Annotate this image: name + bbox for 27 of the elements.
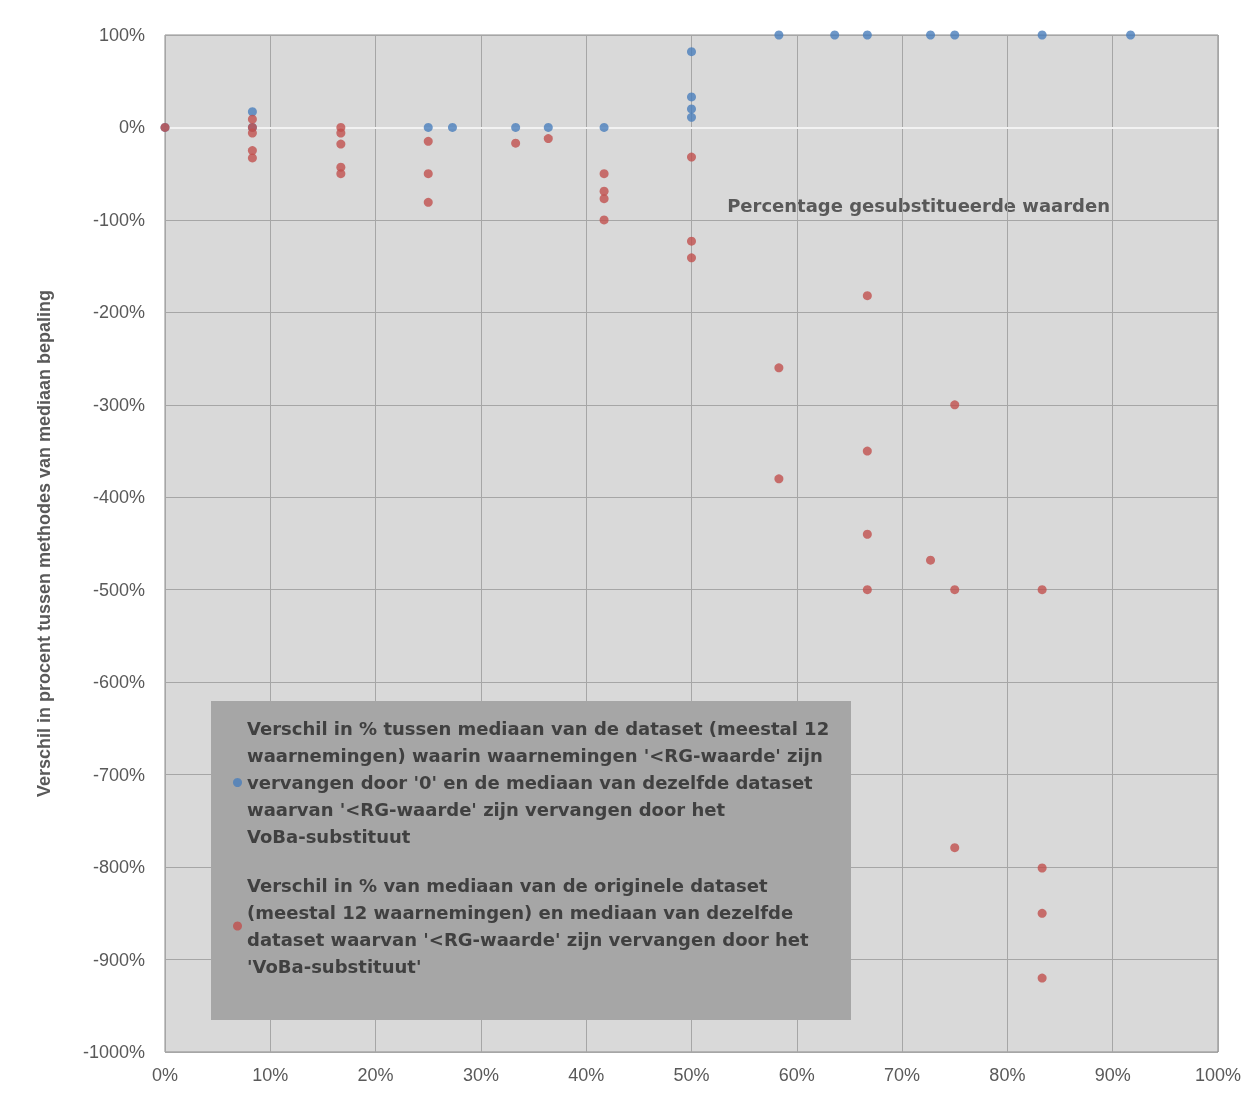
- x-tick-label: 30%: [462, 1065, 499, 1085]
- y-tick-label: -400%: [92, 487, 145, 508]
- y-tick-label: 100%: [98, 25, 145, 45]
- x-tick-label: 0%: [151, 1065, 179, 1085]
- y-tick-label: -600%: [92, 672, 145, 693]
- x-tick-label: 80%: [989, 1065, 1026, 1085]
- x-tick-label: 90%: [1094, 1065, 1131, 1085]
- x-tick-label: 60%: [778, 1065, 815, 1085]
- y-tick-label: -900%: [92, 949, 145, 970]
- x-tick-label: 20%: [357, 1065, 394, 1085]
- y-tick-label: -100%: [92, 209, 145, 230]
- y-tick-label: -1000%: [82, 1042, 145, 1062]
- x-tick-label: 40%: [568, 1065, 605, 1085]
- legend-label: Verschil in % van mediaan van de originele dataset (meestal 12 waarnemingen) en mediaan van dezelfde dataset waarvan '<RG-waarde' zijn vervangen door het 'VoBa-substituut': [247, 875, 815, 977]
- y-tick-label: -500%: [92, 579, 145, 600]
- x-tick-label: 70%: [884, 1065, 921, 1085]
- x-axis-title: Percentage gesubstitueerde waarden: [727, 194, 1111, 216]
- y-tick-label: -300%: [92, 394, 145, 415]
- x-tick-label: 10%: [252, 1065, 289, 1085]
- y-axis-title: Verschil in procent tussen methodes van mediaan bepaling: [34, 289, 54, 798]
- x-tick-label: 100%: [1194, 1065, 1241, 1085]
- y-tick-label: 0%: [118, 117, 145, 138]
- x-tick-label: 50%: [673, 1065, 710, 1085]
- y-tick-label: -800%: [92, 857, 145, 878]
- y-tick-label: -200%: [92, 302, 145, 323]
- legend-label: Verschil in % tussen mediaan van de dataset (meestal 12 waarnemingen) waarin waarnemingen '<RG-waarde' zijn vervangen door '0' en de mediaan van dezelfde dataset waarvan '<RG-waarde' zijn vervangen door het VoBa-substituut: [247, 718, 836, 847]
- y-tick-label: -700%: [92, 764, 145, 785]
